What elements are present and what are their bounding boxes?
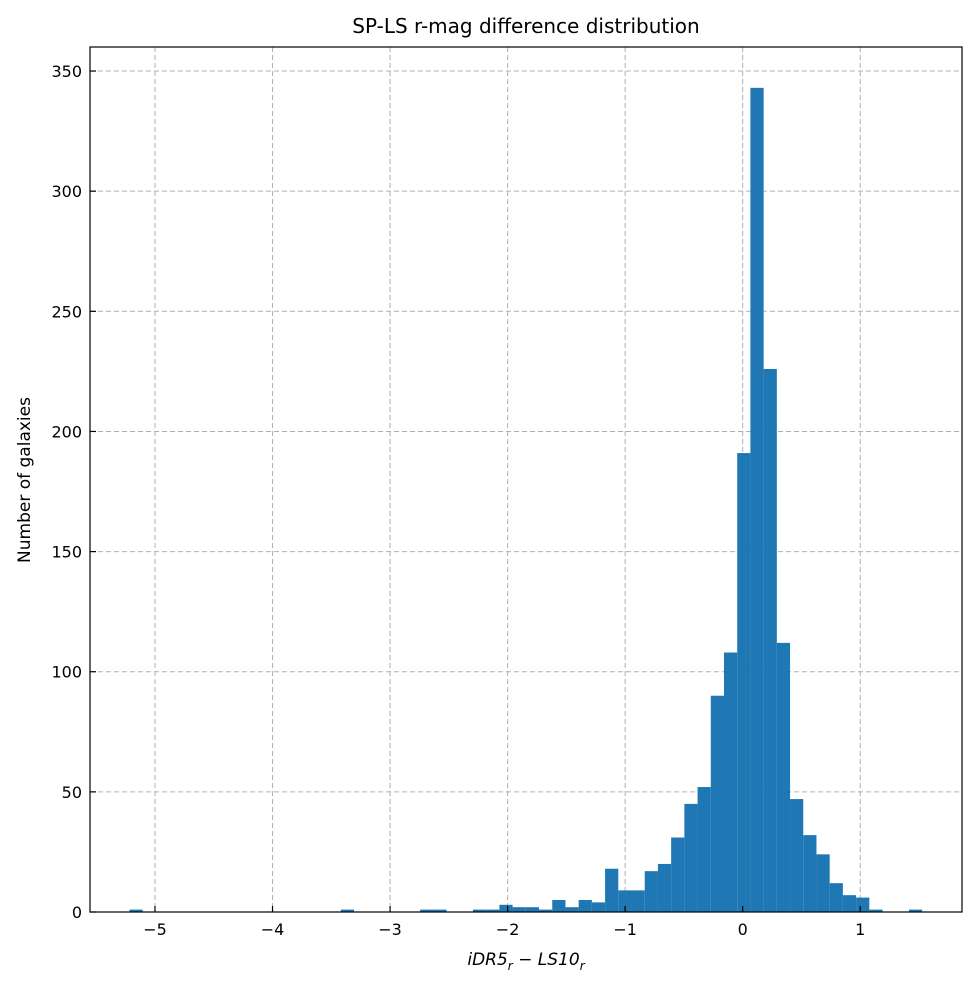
x-tick-label: 0 (738, 920, 748, 939)
x-tick-label: −2 (496, 920, 520, 939)
histogram-bar (697, 787, 711, 912)
x-tick-label: −1 (613, 920, 637, 939)
histogram-bar (671, 837, 685, 912)
x-tick-label: 1 (855, 920, 865, 939)
histogram-bar (340, 909, 355, 912)
histogram-bar (750, 87, 764, 912)
histogram-bar (618, 890, 632, 912)
ticks: −5 −4 −3 −2 −1 0 1 0 50 100 150 200 250 300 350 (51, 62, 865, 939)
y-tick-label: 300 (51, 182, 82, 201)
histogram-bar (420, 909, 434, 912)
histogram-bar (869, 909, 883, 912)
x-axis-label: iDR5r − LS10r (467, 950, 585, 973)
histogram-bar (776, 642, 791, 912)
histogram-bar (684, 803, 698, 912)
x-tick-label: −3 (378, 920, 402, 939)
histogram-bar (908, 909, 923, 912)
histogram-bar (552, 899, 566, 912)
plot-frame (89, 46, 963, 913)
histogram-bar (525, 907, 540, 912)
histogram-bar (842, 895, 857, 912)
bars (129, 87, 923, 912)
histogram-bar (565, 907, 579, 912)
histogram-bar (657, 863, 672, 912)
chart-title: SP-LS r-mag difference distribution (352, 14, 699, 38)
histogram-bar (591, 902, 606, 912)
y-tick-label: 350 (51, 62, 82, 81)
histogram-bar (737, 453, 751, 912)
histogram-bar (472, 909, 487, 912)
histogram-bar (829, 883, 843, 912)
y-tick-label: 250 (51, 302, 82, 321)
histogram-bar (539, 909, 553, 912)
histogram-bar (512, 907, 526, 912)
histogram-bar (723, 652, 738, 912)
y-axis-label: Number of galaxies (15, 397, 35, 563)
histogram-bar (486, 909, 500, 912)
histogram-bar (790, 799, 804, 912)
histogram-bar (578, 899, 592, 912)
histogram-bar (605, 868, 619, 912)
histogram-bar (631, 890, 645, 912)
y-tick-label: 0 (72, 903, 82, 922)
histogram-bar (803, 835, 817, 912)
y-tick-label: 200 (51, 422, 82, 441)
histogram-bar (856, 897, 870, 912)
grid (90, 47, 962, 913)
x-tick-label: −5 (143, 920, 167, 939)
y-tick-label: 100 (51, 663, 82, 682)
histogram-bar (499, 904, 513, 912)
histogram-bar (763, 368, 777, 912)
x-tick-label: −4 (261, 920, 285, 939)
histogram-bar (710, 695, 724, 912)
histogram-bar (644, 871, 658, 912)
y-tick-label: 150 (51, 543, 82, 562)
histogram-bar (129, 909, 143, 912)
histogram-bar (816, 854, 830, 912)
y-tick-label: 50 (62, 783, 82, 802)
histogram-bar (433, 909, 447, 912)
